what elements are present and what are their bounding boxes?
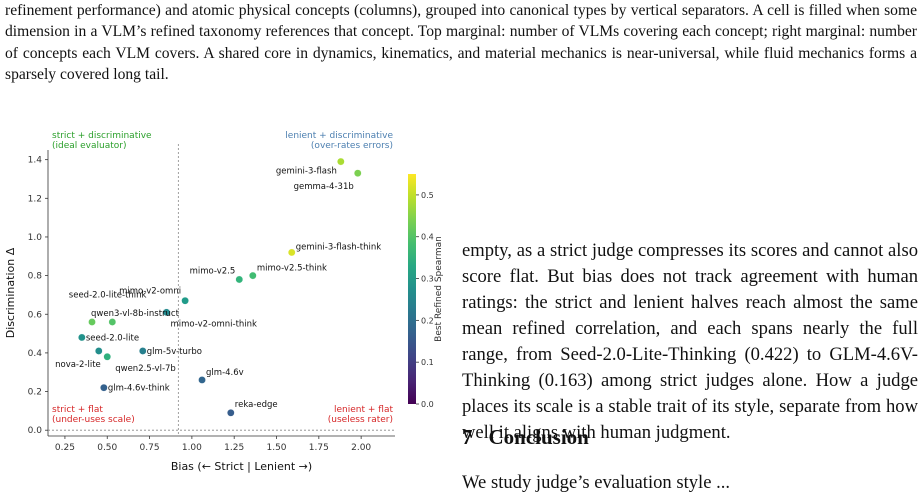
quadrant-annotation: strict + flat bbox=[52, 405, 103, 415]
truncated-paragraph: We study judge’s evaluation style ... bbox=[462, 470, 730, 496]
data-point bbox=[78, 334, 85, 341]
colorbar-tick-label: 0.3 bbox=[421, 275, 434, 284]
colorbar-tick-label: 0.0 bbox=[421, 400, 434, 409]
x-tick-label: 1.00 bbox=[182, 443, 202, 453]
data-point bbox=[337, 158, 344, 165]
section-heading: 7 Conclusion bbox=[462, 425, 605, 450]
y-tick-label: 0.8 bbox=[28, 272, 43, 282]
data-point bbox=[109, 318, 116, 325]
data-point bbox=[198, 376, 205, 383]
colorbar-tick-label: 0.5 bbox=[421, 191, 434, 200]
quadrant-annotation: (under-uses scale) bbox=[52, 415, 135, 425]
y-tick-label: 1.2 bbox=[28, 194, 42, 204]
data-point bbox=[227, 409, 234, 416]
x-tick-label: 0.75 bbox=[140, 443, 160, 453]
x-tick-label: 1.75 bbox=[309, 443, 329, 453]
section-title: Conclusion bbox=[489, 425, 589, 449]
section-number: 7 bbox=[462, 425, 473, 449]
x-tick-label: 0.50 bbox=[97, 443, 117, 453]
point-label: seed-2.0-lite-think bbox=[69, 290, 147, 300]
data-point bbox=[354, 170, 361, 177]
bias-discrimination-scatter: 0.25 0.50 0.75 1.00 1.25 1.50 1.75 2.000.00.20.… bbox=[0, 118, 455, 480]
point-label: reka-edge bbox=[235, 400, 278, 410]
colorbar-bar bbox=[408, 174, 416, 404]
colorbar-label: Best Refined Spearman bbox=[434, 236, 444, 342]
colorbar-tick-label: 0.4 bbox=[421, 233, 434, 242]
plot-area: 0.25 0.50 0.75 1.00 1.25 1.50 1.75 2.00 0.0 0.2 0.… bbox=[4, 131, 395, 473]
point-label: gemini-3-flash bbox=[276, 167, 337, 177]
data-point bbox=[95, 347, 102, 354]
data-point bbox=[236, 276, 243, 283]
point-label: glm-4.6v bbox=[206, 368, 244, 378]
point-label: gemma-4-31b bbox=[294, 182, 354, 192]
point-label: mimo-v2.5 bbox=[190, 266, 236, 276]
point-label: mimo-v2.5-think bbox=[257, 264, 327, 274]
data-point bbox=[139, 347, 146, 354]
y-tick-label: 1.0 bbox=[28, 233, 43, 243]
x-tick-label: 0.25 bbox=[55, 443, 75, 453]
point-label: qwen2.5-vl-7b bbox=[115, 364, 176, 374]
colorbar: 0.0 0.1 0.2 0.3 0.4 0.5 Best Refined Spearman bbox=[408, 174, 444, 409]
quadrant-annotation: lenient + discriminative bbox=[285, 131, 393, 141]
data-point bbox=[100, 384, 107, 391]
x-axis-label: Bias (← Strict | Lenient →) bbox=[171, 460, 312, 473]
colorbar-tick-label: 0.1 bbox=[421, 358, 434, 367]
x-tick-label: 1.25 bbox=[224, 443, 244, 453]
x-tick-label: 1.50 bbox=[266, 443, 286, 453]
point-label: gemini-3-flash-think bbox=[296, 242, 381, 252]
y-tick-label: 0.0 bbox=[28, 426, 43, 436]
y-tick-label: 1.4 bbox=[28, 156, 43, 166]
quadrant-annotation: lenient + flat bbox=[334, 405, 393, 415]
y-axis-label: Discrimination Δ bbox=[4, 247, 17, 338]
point-label: seed-2.0-lite bbox=[86, 333, 139, 343]
data-point bbox=[288, 249, 295, 256]
point-label: mimo-v2-omni-think bbox=[170, 319, 257, 329]
quadrant-annotation: strict + discriminative bbox=[52, 131, 152, 141]
data-point bbox=[104, 353, 111, 360]
data-point bbox=[249, 272, 256, 279]
y-tick-label: 0.4 bbox=[28, 349, 43, 359]
point-label: glm-5v-turbo bbox=[147, 347, 202, 357]
quadrant-annotation: (ideal evaluator) bbox=[52, 141, 126, 151]
point-label: glm-4.6v-think bbox=[108, 384, 170, 394]
y-tick-label: 0.2 bbox=[28, 388, 42, 398]
body-paragraph: empty, as a strict judge compresses its … bbox=[462, 238, 918, 446]
point-label: nova-2-lite bbox=[55, 360, 101, 370]
figure-caption: refinement performance) and atomic physi… bbox=[5, 0, 917, 85]
x-tick-label: 2.00 bbox=[351, 443, 371, 453]
y-tick-label: 0.6 bbox=[28, 310, 43, 320]
colorbar-tick-label: 0.2 bbox=[421, 316, 434, 325]
quadrant-annotation: (useless rater) bbox=[328, 415, 393, 425]
quadrant-annotation: (over-rates errors) bbox=[311, 141, 393, 151]
data-point bbox=[88, 318, 95, 325]
point-label: qwen3-vl-8b-instruct bbox=[91, 309, 180, 319]
data-point bbox=[182, 297, 189, 304]
